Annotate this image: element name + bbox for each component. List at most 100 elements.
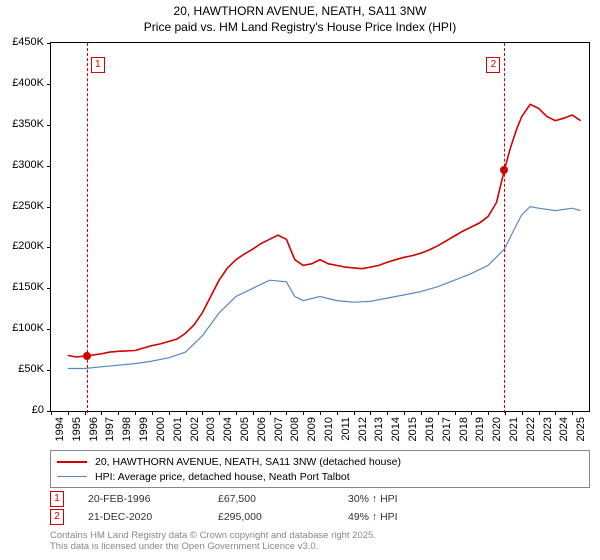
y-tick [47,84,51,85]
x-axis-label: 2001 [172,417,184,441]
x-axis-label: 2000 [155,417,167,441]
sale-point-dot [500,166,508,174]
y-axis-label: £200K [12,240,44,252]
y-tick [47,207,51,208]
x-axis-label: 1998 [121,417,133,441]
x-axis-label: 1995 [71,417,83,441]
x-tick [253,411,254,415]
sale-annotation-badge: 1 [50,491,64,507]
x-tick [320,411,321,415]
y-axis-label: £0 [32,404,44,416]
sale-marker-badge: 1 [91,57,105,73]
x-axis-label: 2014 [390,417,402,441]
x-axis-label: 2011 [340,417,352,441]
copyright-line-2: This data is licensed under the Open Gov… [50,541,376,552]
legend-row: HPI: Average price, detached house, Neat… [57,469,583,484]
x-axis-label: 2025 [575,417,587,441]
x-tick [387,411,388,415]
x-axis-label: 1994 [54,417,66,441]
y-tick [47,288,51,289]
x-tick [236,411,237,415]
x-tick [522,411,523,415]
legend-swatch-hpi [57,476,87,477]
x-axis-label: 2005 [239,417,251,441]
y-axis-label: £300K [12,159,44,171]
legend-swatch-property [57,461,87,463]
sale-annotation-badge: 2 [50,509,64,525]
y-tick [47,166,51,167]
x-tick [354,411,355,415]
x-axis-label: 2015 [407,417,419,441]
x-tick [135,411,136,415]
x-axis-label: 2013 [373,417,385,441]
sale-annotations: 120-FEB-1996£67,50030% ↑ HPI2 21-DEC-2020… [50,490,478,526]
x-axis-label: 2018 [458,417,470,441]
y-axis-label: £100K [12,322,44,334]
x-axis-label: 2024 [558,417,570,441]
x-axis-label: 2012 [357,417,369,441]
y-tick [47,125,51,126]
chart-area: 12 £0£50K£100K£150K£200K£250K£300K£350K£… [50,42,590,412]
sale-date: 21-DEC-2020 [88,511,218,523]
x-tick [455,411,456,415]
x-axis-label: 1997 [104,417,116,441]
y-axis-label: £400K [12,77,44,89]
y-axis-label: £350K [12,118,44,130]
y-axis-label: £150K [12,281,44,293]
sale-delta: 49% ↑ HPI [348,511,478,523]
x-axis-label: 2022 [525,417,537,441]
x-tick [471,411,472,415]
plot-area: 12 [50,42,590,412]
x-axis-label: 2003 [205,417,217,441]
x-axis-label: 2004 [222,417,234,441]
y-axis-label: £250K [12,200,44,212]
x-tick [438,411,439,415]
sale-annotation-row: 2 21-DEC-2020£295,00049% ↑ HPI [50,508,478,526]
x-tick [85,411,86,415]
sale-annotation-row: 120-FEB-1996£67,50030% ↑ HPI [50,490,478,508]
x-axis-label: 2007 [273,417,285,441]
x-tick [152,411,153,415]
x-tick [488,411,489,415]
x-tick [51,411,52,415]
x-tick [539,411,540,415]
x-axis-label: 2023 [542,417,554,441]
x-tick [118,411,119,415]
x-tick [555,411,556,415]
copyright-line-1: Contains HM Land Registry data © Crown c… [50,530,376,541]
sale-point-dot [83,352,91,360]
legend-label: HPI: Average price, detached house, Neat… [95,471,350,483]
x-axis-label: 2021 [508,417,520,441]
sale-delta: 30% ↑ HPI [348,493,478,505]
legend: 20, HAWTHORN AVENUE, NEATH, SA11 3NW (de… [50,450,590,488]
y-axis-label: £450K [12,36,44,48]
x-tick [337,411,338,415]
x-tick [404,411,405,415]
x-tick [101,411,102,415]
title-line-2: Price paid vs. HM Land Registry's House … [0,20,600,36]
x-axis-label: 2016 [424,417,436,441]
plot-svg [51,43,589,411]
x-axis-label: 2008 [289,417,301,441]
x-tick [421,411,422,415]
x-axis-label: 1999 [138,417,150,441]
sale-price: £295,000 [218,511,348,523]
sale-marker-badge: 2 [486,57,500,73]
x-axis-label: 1996 [88,417,100,441]
x-tick [270,411,271,415]
x-tick [219,411,220,415]
x-tick [202,411,203,415]
x-tick [169,411,170,415]
x-axis-label: 2010 [323,417,335,441]
x-tick [572,411,573,415]
title-line-1: 20, HAWTHORN AVENUE, NEATH, SA11 3NW [0,4,600,20]
x-axis-label: 2017 [441,417,453,441]
y-tick [47,247,51,248]
x-tick [68,411,69,415]
x-tick [186,411,187,415]
x-tick [303,411,304,415]
chart-title: 20, HAWTHORN AVENUE, NEATH, SA11 3NW Pri… [0,0,600,37]
legend-row: 20, HAWTHORN AVENUE, NEATH, SA11 3NW (de… [57,454,583,469]
x-axis-label: 2006 [256,417,268,441]
x-tick [370,411,371,415]
